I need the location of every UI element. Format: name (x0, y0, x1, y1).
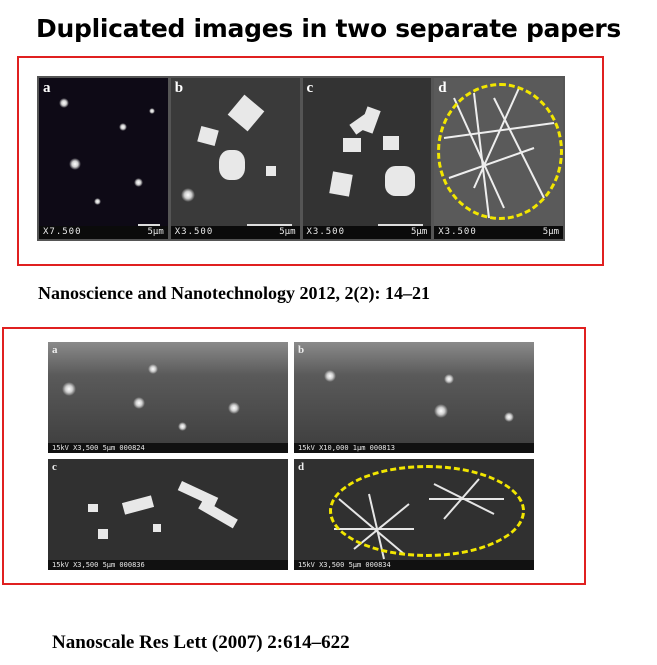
magnification-label: X3.500 (306, 227, 346, 237)
paper1-panel-b: b X3.500 5μm (170, 78, 300, 239)
highlight-oval (437, 83, 563, 220)
paper2-citation: Nanoscale Res Lett (2007) 2:614–622 (52, 632, 350, 653)
sem-info-text: 15kV X10,000 1μm 000813 (298, 444, 395, 452)
panel-letter: b (298, 344, 305, 356)
scale-label: 5μm (410, 227, 428, 237)
sem-info-bar: 15kV X3,500 5μm 000834 (294, 560, 534, 570)
paper1-panel-c: c X3.500 5μm (302, 78, 432, 239)
sem-info-bar: X3.500 5μm (434, 226, 563, 239)
panel-letter: b (174, 80, 184, 96)
sem-info-bar: 15kV X3,500 5μm 000824 (48, 443, 288, 453)
sem-info-bar: X7.500 5μm (39, 226, 168, 239)
sem-info-text: 15kV X3,500 5μm 000824 (52, 444, 145, 452)
page-title: Duplicated images in two separate papers (36, 14, 621, 43)
panel-letter: d (438, 80, 447, 96)
panel-letter: a (52, 344, 58, 356)
paper2-panel-b: b 15kV X10,000 1μm 000813 (294, 342, 534, 453)
paper2-panel-a: a 15kV X3,500 5μm 000824 (48, 342, 288, 453)
panel-letter: c (306, 80, 314, 96)
sem-info-text: 15kV X3,500 5μm 000836 (52, 561, 145, 569)
panel-letter: c (52, 461, 57, 473)
scale-label: 5μm (147, 227, 164, 237)
paper2-panel-c: c 15kV X3,500 5μm 000836 (48, 459, 288, 570)
paper1-citation: Nanoscience and Nanotechnology 2012, 2(2… (38, 283, 430, 303)
paper2-figure: a 15kV X3,500 5μm 000824 b 15kV X10,000 … (48, 342, 534, 570)
magnification-label: X3.500 (438, 227, 477, 237)
paper1-frame (17, 56, 604, 266)
sem-info-bar: X3.500 5μm (302, 226, 432, 239)
magnification-label: X7.500 (43, 227, 82, 237)
paper1-panel-a: a X7.500 5μm (39, 78, 168, 239)
paper1-panel-d: d X3.500 5μm (434, 78, 563, 239)
scale-label: 5μm (279, 227, 296, 237)
paper2-panel-d: d 15kV X3,500 5μm 000834 (294, 459, 534, 570)
sem-info-bar: X3.500 5μm (170, 226, 300, 239)
magnification-label: X3.500 (174, 227, 214, 237)
paper1-figure: a X7.500 5μm b X3.500 5μm c X3.500 5μm (37, 76, 565, 241)
panel-letter: a (43, 80, 51, 96)
panel-letter: d (298, 461, 305, 473)
sem-info-bar: 15kV X3,500 5μm 000836 (48, 560, 288, 570)
sem-info-bar: 15kV X10,000 1μm 000813 (294, 443, 534, 453)
highlight-oval (329, 465, 525, 557)
paper2-frame (2, 327, 586, 585)
sem-info-text: 15kV X3,500 5μm 000834 (298, 561, 391, 569)
scale-label: 5μm (542, 227, 559, 237)
